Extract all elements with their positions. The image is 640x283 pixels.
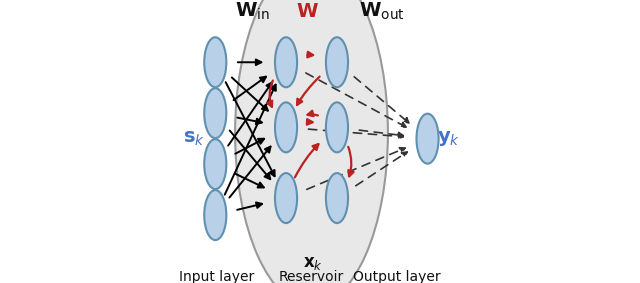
- FancyArrowPatch shape: [225, 85, 276, 195]
- Ellipse shape: [204, 190, 227, 240]
- Text: $\mathbf{W}_{\mathrm{out}}$: $\mathbf{W}_{\mathrm{out}}$: [360, 1, 405, 22]
- FancyArrowPatch shape: [229, 147, 271, 198]
- Ellipse shape: [204, 88, 227, 138]
- Text: $\mathbf{W}_{\mathrm{in}}$: $\mathbf{W}_{\mathrm{in}}$: [234, 1, 269, 22]
- FancyArrowPatch shape: [230, 130, 270, 179]
- FancyArrowPatch shape: [307, 52, 313, 57]
- FancyArrowPatch shape: [236, 139, 264, 154]
- FancyArrowPatch shape: [226, 82, 275, 176]
- FancyArrowPatch shape: [232, 78, 268, 111]
- Ellipse shape: [235, 0, 388, 283]
- Ellipse shape: [417, 114, 438, 164]
- FancyArrowPatch shape: [237, 202, 262, 210]
- Text: $\mathbf{x}_k$: $\mathbf{x}_k$: [303, 254, 323, 272]
- Ellipse shape: [275, 37, 297, 87]
- FancyArrowPatch shape: [306, 73, 406, 127]
- Ellipse shape: [326, 173, 348, 223]
- FancyArrowPatch shape: [308, 111, 318, 116]
- FancyArrowPatch shape: [238, 59, 261, 65]
- Ellipse shape: [326, 37, 348, 87]
- Text: $\mathbf{y}_k$: $\mathbf{y}_k$: [437, 129, 460, 148]
- Text: $\mathbf{W}$: $\mathbf{W}$: [296, 2, 319, 21]
- FancyArrowPatch shape: [348, 147, 354, 176]
- FancyArrowPatch shape: [359, 130, 403, 138]
- FancyArrowPatch shape: [234, 77, 266, 100]
- FancyArrowPatch shape: [267, 81, 273, 107]
- Ellipse shape: [204, 139, 227, 189]
- Ellipse shape: [275, 173, 297, 223]
- Ellipse shape: [204, 37, 227, 87]
- Ellipse shape: [275, 102, 297, 152]
- FancyArrowPatch shape: [354, 77, 409, 123]
- FancyArrowPatch shape: [297, 77, 319, 105]
- FancyArrowPatch shape: [237, 118, 262, 124]
- FancyArrowPatch shape: [307, 148, 405, 189]
- Text: $\mathbf{s}_k$: $\mathbf{s}_k$: [183, 129, 205, 148]
- Text: Output layer: Output layer: [353, 270, 440, 283]
- FancyArrowPatch shape: [308, 129, 403, 139]
- FancyArrowPatch shape: [236, 174, 264, 188]
- FancyArrowPatch shape: [295, 144, 319, 177]
- FancyArrowPatch shape: [356, 152, 407, 186]
- Ellipse shape: [326, 102, 348, 152]
- FancyArrowPatch shape: [228, 83, 272, 146]
- Text: Reservoir: Reservoir: [279, 270, 344, 283]
- FancyArrowPatch shape: [307, 119, 312, 125]
- Text: Input layer: Input layer: [179, 270, 254, 283]
